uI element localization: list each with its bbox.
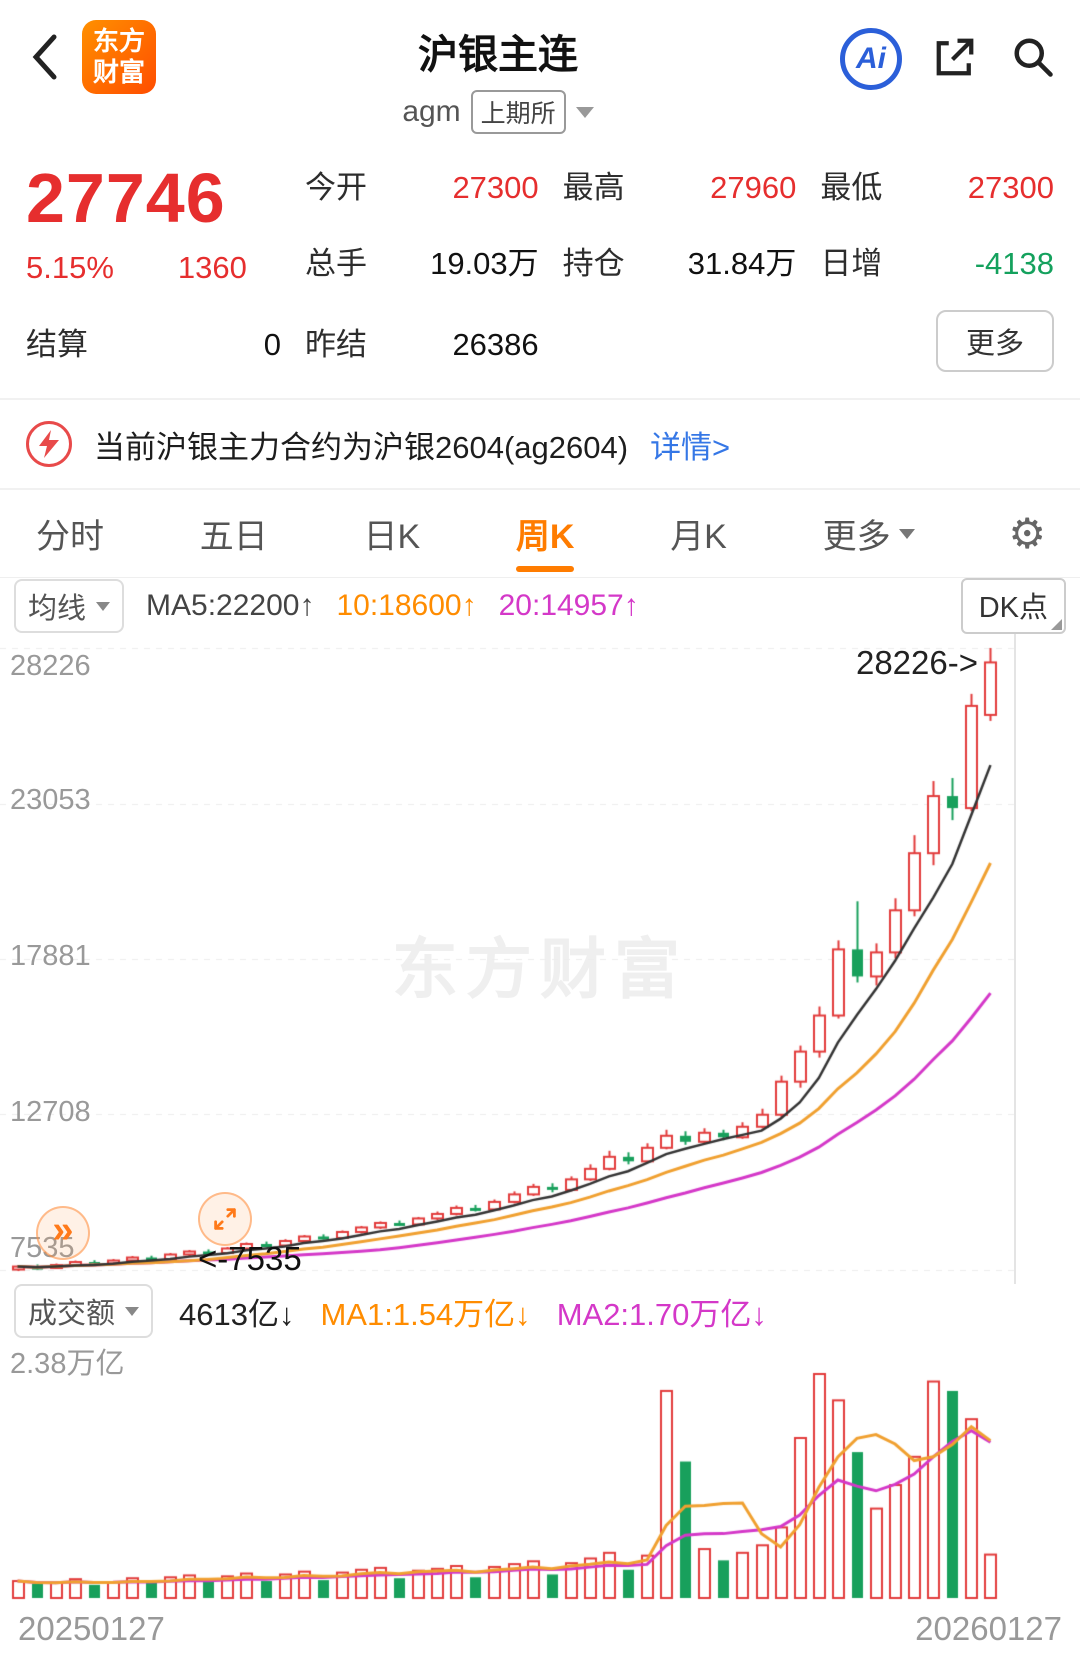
- contract-code: agm: [402, 95, 461, 128]
- field-settlement: 结算 0: [26, 326, 281, 362]
- search-button[interactable]: [1008, 32, 1058, 87]
- x-label-end: 20260127: [915, 1610, 1062, 1647]
- y-tick: 17881: [10, 940, 91, 972]
- field-daily-increase: 日增 -4138: [820, 245, 1054, 281]
- change-value: 1360: [177, 250, 247, 285]
- field-low: 最低 27300: [820, 169, 1054, 205]
- notice-detail-link[interactable]: 详情>: [650, 429, 731, 465]
- back-button[interactable]: [22, 22, 66, 92]
- volume-scale-label: 2.38万亿: [10, 1348, 125, 1380]
- y-tick: 23053: [10, 784, 91, 816]
- expand-chart-button[interactable]: [198, 1192, 252, 1246]
- y-tick: 28226: [10, 650, 91, 682]
- tab-more[interactable]: 更多: [821, 493, 917, 574]
- page-title: 沪银主连: [418, 33, 578, 77]
- volume-selector[interactable]: 成交额: [14, 1284, 154, 1338]
- settings-gear-button[interactable]: ⚙: [1008, 509, 1046, 557]
- ai-label: Ai: [856, 42, 886, 75]
- search-icon: [1014, 38, 1053, 77]
- volume-canvas[interactable]: [0, 1338, 1080, 1604]
- tab-daily-k[interactable]: 日K: [363, 518, 421, 556]
- field-open: 今开 27300: [305, 169, 539, 205]
- caret-down-icon: [898, 528, 915, 539]
- alert-icon: [26, 421, 72, 467]
- volume-chart-area: 2.38万亿: [0, 1338, 1080, 1604]
- more-button[interactable]: 更多: [935, 310, 1054, 372]
- tab-minute[interactable]: 分时: [36, 518, 104, 556]
- quote-panel: 27746 5.15% 1360 今开 27300 最高 27960 最低 27…: [0, 140, 1080, 398]
- expand-icon: [214, 1208, 236, 1230]
- x-axis: 20250127 20260127: [0, 1604, 1080, 1648]
- ma20-value: 20:14957↑: [498, 589, 639, 622]
- x-label-start: 20250127: [18, 1610, 165, 1647]
- divider: [0, 398, 1080, 400]
- share-icon: [936, 38, 974, 75]
- tab-weekly-k[interactable]: 周K: [514, 493, 577, 574]
- ma-selector[interactable]: 均线: [14, 579, 125, 633]
- ma10-value: 10:18600↑: [336, 589, 477, 622]
- period-tabs: 分时 五日 日K 周K 月K 更多 ⚙: [0, 490, 1080, 578]
- divider: [0, 488, 1080, 490]
- tab-monthly-k[interactable]: 月K: [670, 518, 727, 556]
- ai-assistant-button[interactable]: Ai: [840, 28, 902, 90]
- field-prev-settlement: 昨结 26386: [305, 326, 539, 362]
- volume-current: 4613亿↓: [179, 1296, 295, 1332]
- ma5-value: MA5:22200↑: [146, 589, 315, 622]
- kline-legend: 均线 MA5:22200↑ 10:18600↑ 20:14957↑ DK点: [0, 578, 1080, 634]
- caret-down-icon: [125, 1306, 140, 1316]
- price-block: 27746 5.15% 1360: [26, 158, 281, 286]
- chevron-left-icon: [32, 34, 57, 80]
- contract-subtitle[interactable]: agm 上期所: [156, 90, 840, 134]
- lightning-icon: [39, 430, 59, 458]
- last-price: 27746: [26, 159, 226, 237]
- volume-ma2: MA2:1.70万亿↓: [556, 1296, 767, 1332]
- exchange-badge: 上期所: [470, 90, 566, 134]
- high-annotation: 28226->: [855, 644, 978, 681]
- notice-bar: 当前沪银主力合约为沪银2604(ag2604) 详情>: [0, 400, 1080, 488]
- share-button[interactable]: [930, 32, 980, 87]
- chart-right-rail: [1014, 634, 1016, 1284]
- field-open-interest: 持仓 31.84万: [562, 245, 797, 281]
- chevron-down-icon: [575, 106, 594, 118]
- low-annotation: <-7535: [198, 1240, 302, 1277]
- caret-down-icon: [96, 601, 111, 611]
- y-tick: 12708: [10, 1096, 91, 1128]
- jump-to-latest-button[interactable]: »: [36, 1206, 90, 1260]
- volume-ma1: MA1:1.54万亿↓: [320, 1296, 531, 1332]
- dk-point-button[interactable]: DK点: [960, 578, 1066, 634]
- field-volume: 总手 19.03万: [305, 245, 539, 281]
- kline-canvas[interactable]: [0, 634, 1080, 1284]
- header: 东方 财富 沪银主连 agm 上期所 Ai: [0, 0, 1080, 140]
- notice-text: 当前沪银主力合约为沪银2604(ag2604): [94, 429, 629, 465]
- field-high: 最高 27960: [562, 169, 797, 205]
- logo-line2: 财富: [92, 57, 145, 87]
- tab-five-day[interactable]: 五日: [199, 518, 268, 556]
- eastmoney-logo: 东方 财富: [82, 20, 156, 94]
- volume-legend: 成交额 4613亿↓ MA1:1.54万亿↓ MA2:1.70万亿↓: [0, 1284, 1080, 1338]
- change-percent: 5.15%: [26, 250, 114, 285]
- logo-line1: 东方: [92, 25, 145, 56]
